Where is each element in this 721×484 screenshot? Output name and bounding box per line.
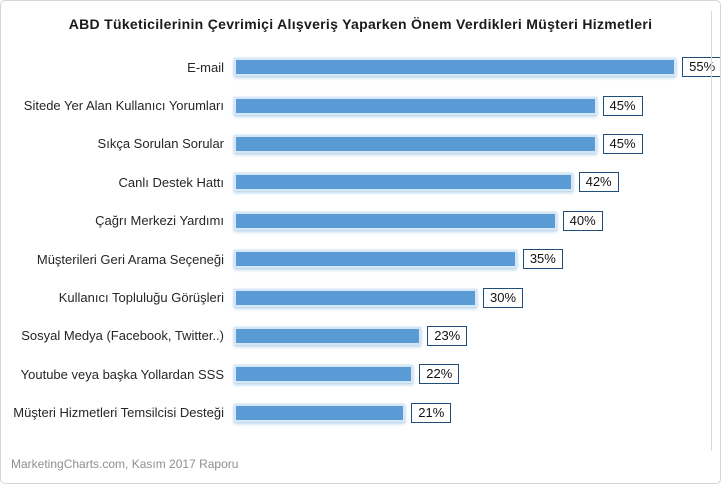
bar-track: 42%: [234, 163, 712, 201]
value-label: 22%: [419, 364, 460, 385]
value-label: 21%: [411, 402, 452, 423]
bar-track: 55%: [234, 48, 720, 86]
category-label: Kullanıcı Topluluğu Görüşleri: [58, 290, 224, 306]
bar-row: E-mail 55%: [1, 48, 720, 86]
bar-row: Sıkça Sorulan Sorular 45%: [1, 125, 712, 163]
bar-track: 35%: [234, 240, 712, 278]
bar-row: Müşterileri Geri Arama Seçeneği 35%: [1, 240, 712, 278]
bar: [234, 326, 422, 345]
bar-track: 30%: [234, 278, 712, 316]
value-label: 23%: [427, 325, 468, 346]
bar-row: Sitede Yer Alan Kullanıcı Yorumları 45%: [1, 86, 712, 124]
bar-track: 45%: [234, 86, 712, 124]
bar: [234, 365, 414, 384]
bar-row: Çağrı Merkezi Yardımı 40%: [1, 202, 712, 240]
category-label: Müşteri Hizmetleri Temsilcisi Desteği: [13, 405, 224, 421]
bar-track: 45%: [234, 125, 712, 163]
bar-track: 40%: [234, 202, 712, 240]
category-label: Youtube veya başka Yollardan SSS: [20, 366, 224, 382]
category-label: Müşterileri Geri Arama Seçeneği: [36, 251, 224, 267]
plot-right-border-line: [711, 11, 712, 451]
category-label: Sosyal Medya (Facebook, Twitter..): [21, 328, 224, 344]
bar: [234, 211, 557, 230]
source-note: MarketingCharts.com, Kasım 2017 Raporu: [11, 457, 239, 471]
chart-title: ABD Tüketicilerinin Çevrimiçi Alışveriş …: [68, 16, 653, 32]
bar-row: Canlı Destek Hattı 42%: [1, 163, 712, 201]
bar: [234, 134, 597, 153]
bar: [234, 288, 477, 307]
category-label: Canlı Destek Hattı: [118, 174, 225, 190]
bar-row: Youtube veya başka Yollardan SSS 22%: [1, 355, 712, 393]
bar: [234, 173, 573, 192]
bar-row: Sosyal Medya (Facebook, Twitter..) 23%: [1, 317, 712, 355]
value-label: 55%: [682, 57, 720, 78]
value-label: 45%: [602, 95, 643, 116]
value-label: 42%: [578, 172, 619, 193]
bar-row: Müşteri Hizmetleri Temsilcisi Desteği 21%: [1, 394, 712, 432]
bar-track: 23%: [234, 317, 712, 355]
category-label: Sıkça Sorulan Sorular: [97, 136, 224, 152]
bar-row: Kullanıcı Topluluğu Görüşleri 30%: [1, 278, 712, 316]
value-label: 35%: [522, 249, 563, 270]
bar: [234, 403, 406, 422]
bar: [234, 250, 517, 269]
plot-area: E-mail 55% Sitede Yer Alan Kullanıcı Yorum…: [1, 48, 720, 432]
value-label: 30%: [483, 287, 524, 308]
bar: [234, 96, 597, 115]
category-label: E-mail: [187, 59, 224, 75]
value-label: 40%: [562, 210, 603, 231]
value-label: 45%: [602, 133, 643, 154]
bar: [234, 58, 677, 77]
bar-track: 22%: [234, 355, 712, 393]
bar-track: 21%: [234, 394, 712, 432]
category-label: Çağrı Merkezi Yardımı: [95, 213, 224, 229]
category-label: Sitede Yer Alan Kullanıcı Yorumları: [23, 98, 224, 114]
